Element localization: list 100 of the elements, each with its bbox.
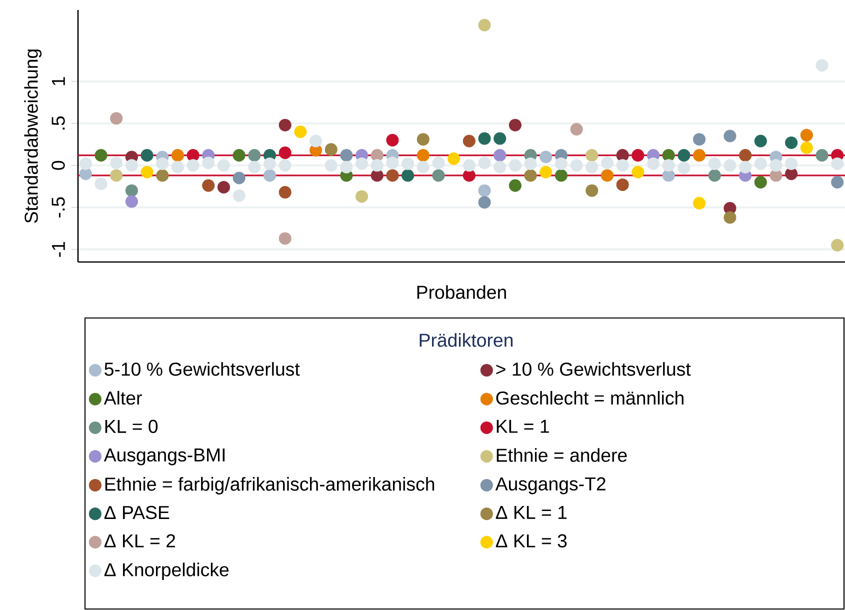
point bbox=[94, 149, 108, 162]
point bbox=[125, 195, 138, 208]
point bbox=[232, 189, 246, 202]
legend-label: Δ Knorpeldicke bbox=[104, 562, 229, 580]
point bbox=[416, 160, 430, 174]
point bbox=[386, 169, 399, 182]
point bbox=[402, 169, 414, 182]
legend-title: Prädiktoren bbox=[420, 333, 513, 347]
point bbox=[739, 149, 752, 162]
point bbox=[217, 180, 230, 194]
point bbox=[724, 159, 736, 172]
point bbox=[386, 156, 399, 170]
point bbox=[140, 166, 154, 178]
point bbox=[816, 59, 828, 72]
point bbox=[554, 157, 568, 170]
legend-label: Δ KL = 2 bbox=[104, 534, 176, 548]
point bbox=[508, 159, 522, 172]
y-tick-label: .5 bbox=[52, 116, 65, 130]
point bbox=[678, 149, 690, 162]
point bbox=[478, 18, 491, 32]
point bbox=[278, 118, 292, 132]
point bbox=[248, 160, 261, 174]
legend-label: Δ PASE bbox=[104, 506, 170, 520]
point bbox=[432, 156, 445, 170]
point bbox=[263, 157, 276, 170]
point bbox=[524, 157, 537, 170]
point bbox=[616, 178, 629, 191]
point bbox=[386, 134, 399, 146]
y-tick-label: 0 bbox=[52, 160, 65, 170]
point bbox=[739, 160, 752, 174]
y-tick-label: 1 bbox=[52, 77, 65, 86]
point bbox=[416, 149, 430, 162]
legend-label: Ausgangs-T2 bbox=[495, 477, 606, 494]
y-tick-label: -.5 bbox=[52, 197, 65, 218]
point bbox=[156, 169, 169, 182]
legend-label: > 10 % Gewichtsverlust bbox=[496, 362, 691, 376]
legend-label: Δ KL = 3 bbox=[496, 534, 567, 548]
point bbox=[632, 166, 644, 178]
point bbox=[708, 169, 721, 182]
point bbox=[324, 159, 338, 172]
point bbox=[79, 157, 92, 170]
point bbox=[278, 146, 292, 160]
point bbox=[125, 184, 138, 197]
point bbox=[356, 157, 368, 170]
point bbox=[186, 159, 200, 172]
point bbox=[110, 156, 123, 170]
point bbox=[785, 168, 798, 180]
point bbox=[678, 162, 690, 174]
point bbox=[494, 132, 506, 145]
point bbox=[448, 152, 460, 165]
y-axis-title: Standardabweichung bbox=[24, 50, 42, 223]
point bbox=[110, 112, 123, 125]
point bbox=[171, 149, 184, 162]
x-axis-title: Probanden bbox=[417, 285, 506, 299]
point bbox=[356, 190, 368, 203]
legend-label: Ausgangs-BMI bbox=[104, 448, 225, 466]
y-tick-label: -1 bbox=[52, 242, 65, 257]
point bbox=[232, 172, 246, 184]
point bbox=[508, 118, 522, 132]
point bbox=[570, 159, 583, 172]
point bbox=[816, 149, 828, 162]
point bbox=[724, 130, 736, 142]
point bbox=[540, 150, 552, 164]
point bbox=[79, 168, 92, 180]
point bbox=[754, 134, 767, 148]
point bbox=[540, 166, 552, 178]
point bbox=[263, 169, 276, 182]
point bbox=[662, 169, 675, 182]
point bbox=[462, 134, 476, 148]
point bbox=[402, 157, 414, 170]
legend-label: Geschlecht = männlich bbox=[496, 390, 684, 405]
point bbox=[600, 156, 614, 170]
point bbox=[754, 176, 767, 188]
point bbox=[478, 196, 491, 209]
point bbox=[785, 157, 798, 170]
point bbox=[340, 160, 353, 174]
point bbox=[570, 123, 583, 136]
point bbox=[140, 149, 154, 162]
point bbox=[94, 178, 108, 190]
point bbox=[370, 169, 384, 182]
point bbox=[600, 169, 614, 182]
point bbox=[478, 184, 491, 197]
point bbox=[278, 232, 292, 245]
point bbox=[785, 136, 798, 149]
point bbox=[310, 134, 322, 148]
point bbox=[662, 159, 675, 172]
point bbox=[278, 186, 292, 199]
legend-label: Ethnie = andere bbox=[496, 448, 627, 462]
point bbox=[110, 169, 123, 182]
point bbox=[616, 159, 629, 172]
legend-label: KL = 0 bbox=[105, 420, 158, 434]
point bbox=[524, 169, 537, 182]
point bbox=[586, 184, 598, 197]
point bbox=[217, 159, 230, 172]
point bbox=[632, 149, 644, 162]
point bbox=[202, 179, 215, 192]
point bbox=[494, 149, 506, 162]
point bbox=[770, 169, 782, 182]
point bbox=[754, 157, 767, 170]
point bbox=[324, 143, 338, 156]
